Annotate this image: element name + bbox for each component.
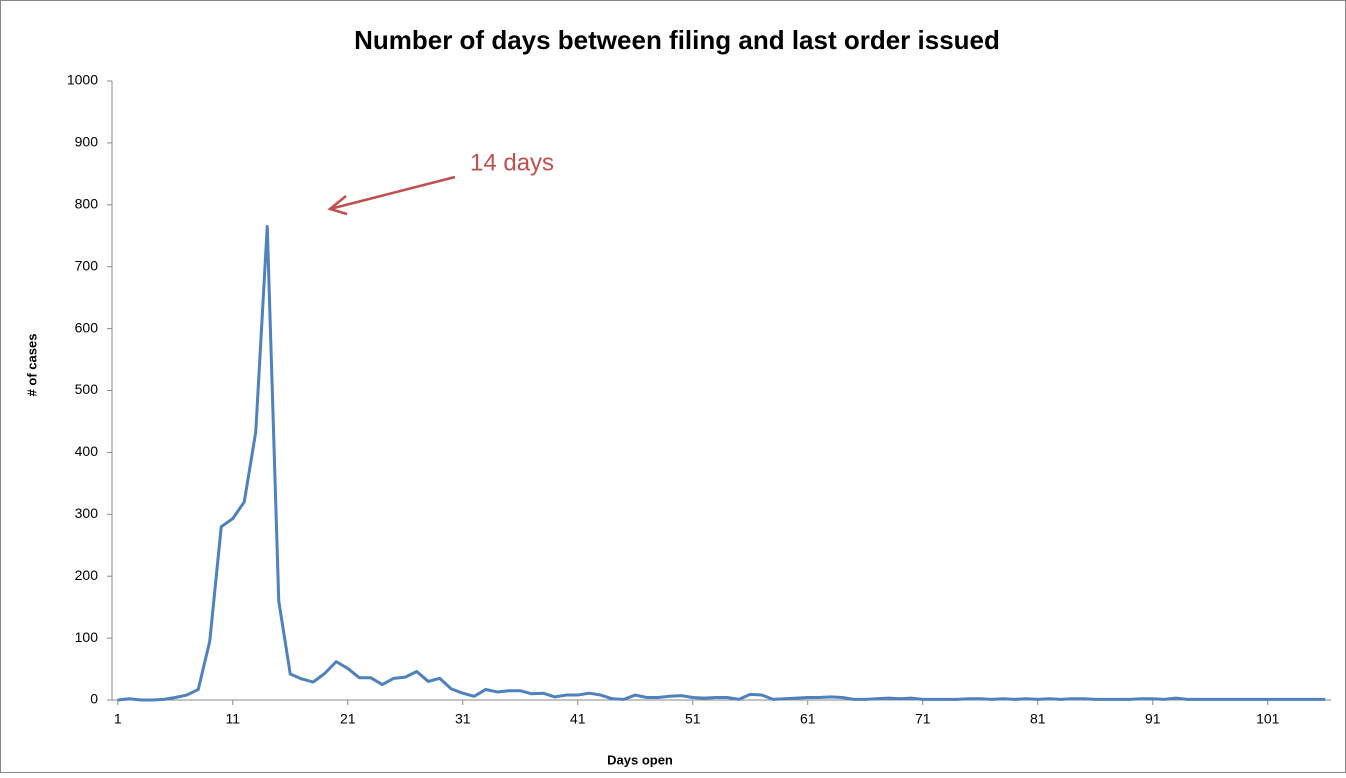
data-line (117, 224, 1326, 702)
y-axis-label: # of cases (24, 334, 39, 397)
x-tick-label: 61 (800, 711, 816, 727)
y-tick-label: 100 (75, 629, 99, 645)
x-axis-label: Days open (607, 752, 673, 767)
annotation: 14 days (470, 149, 554, 176)
y-tick-label: 400 (75, 443, 99, 459)
x-tick-label: 11 (225, 711, 240, 727)
y-tick-label: 900 (75, 134, 99, 150)
y-tick-label: 500 (75, 381, 99, 397)
y-tick-label: 0 (90, 691, 98, 707)
x-tick-label: 101 (1256, 711, 1280, 727)
y-tick-label: 1000 (67, 72, 98, 88)
y-tick-label: 200 (75, 567, 99, 583)
y-tick-label: 800 (75, 196, 99, 212)
annotation-arrow (329, 175, 456, 211)
y-tick-label: 300 (75, 505, 99, 521)
x-tick-label: 81 (1030, 711, 1046, 727)
x-tick-label: 31 (455, 711, 471, 727)
x-tick-label: 1 (114, 711, 122, 727)
x-tick-label: 41 (570, 711, 586, 727)
x-tick-label: 71 (915, 711, 931, 727)
annotation-arrowhead (327, 195, 348, 216)
y-tick-label: 600 (75, 319, 99, 335)
y-tick-label: 700 (75, 257, 99, 273)
x-tick-label: 51 (685, 711, 701, 727)
x-tick-label: 21 (340, 711, 356, 727)
x-tick-label: 91 (1145, 711, 1161, 727)
chart-title: Number of days between filing and last o… (354, 25, 1000, 55)
